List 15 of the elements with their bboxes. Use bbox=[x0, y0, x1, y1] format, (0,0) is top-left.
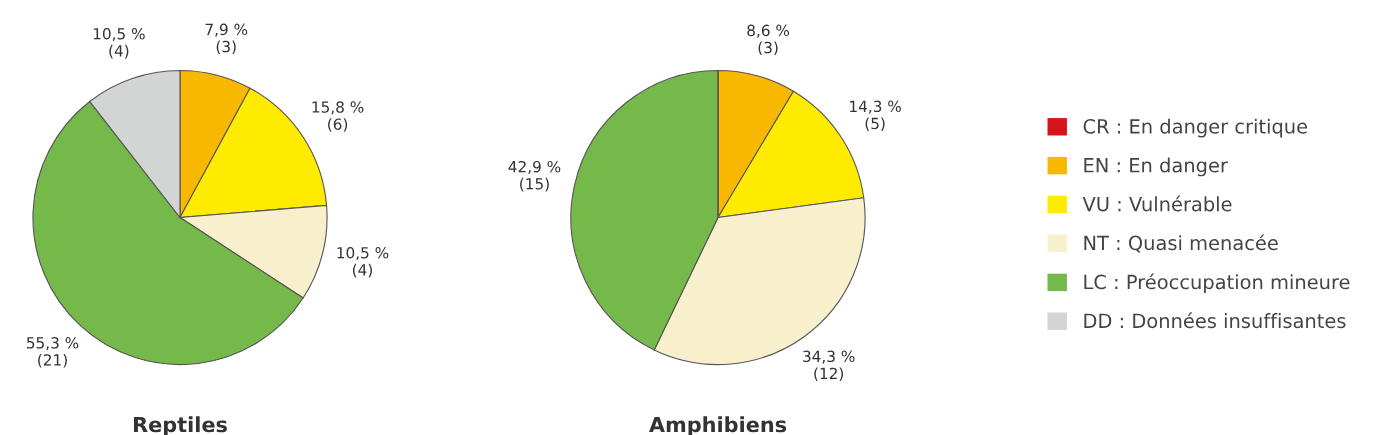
legend-label: CR : En danger critique bbox=[1083, 118, 1308, 138]
data-label: 34,3 % (12) bbox=[803, 350, 855, 381]
legend-label: DD : Données insuffisantes bbox=[1084, 312, 1346, 329]
legend-label: NT : Quasi menacée bbox=[1084, 234, 1278, 253]
data-label: 55,3 % (21) bbox=[27, 337, 79, 368]
legend-label: VU : Vulnérable bbox=[1082, 195, 1232, 212]
data-label: 10,5 % (4) bbox=[93, 27, 145, 59]
legend-label: EN : En danger bbox=[1084, 157, 1228, 177]
data-label: 14,3 % (5) bbox=[850, 100, 901, 132]
data-label: 10,5 % (4) bbox=[337, 246, 389, 278]
data-label: 42,9 % (15) bbox=[508, 160, 561, 192]
data-label: 8,6 % (3) bbox=[747, 24, 790, 56]
legend-label: LC : Préoccupation mineure bbox=[1084, 273, 1350, 294]
data-label: 15,8 % (6) bbox=[312, 101, 364, 132]
data-label: 7,9 % (3) bbox=[205, 23, 248, 55]
